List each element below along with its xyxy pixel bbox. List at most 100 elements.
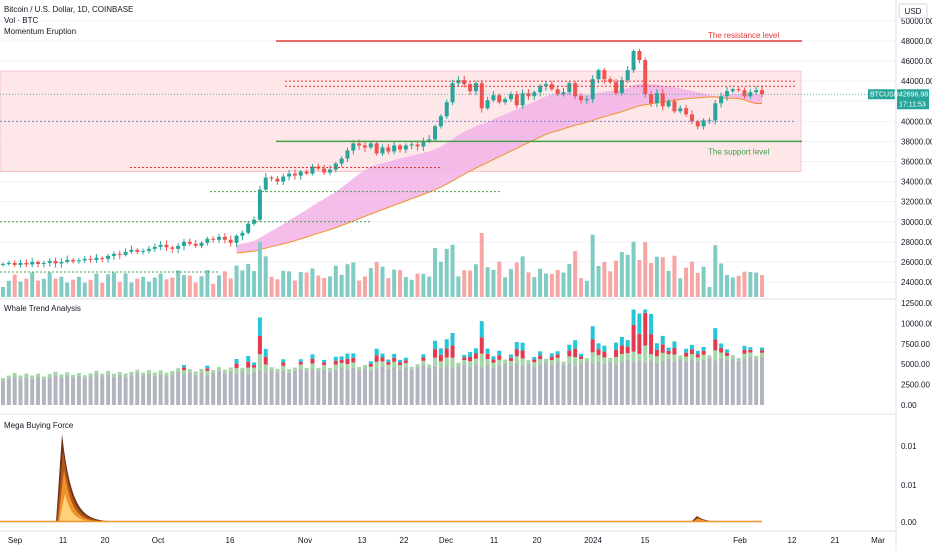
whale-bar-cyan <box>631 309 636 325</box>
whale-bar-base <box>47 377 52 405</box>
whale-bar-base <box>386 368 391 405</box>
whale-bar-base <box>357 370 362 405</box>
whale-bar-base <box>193 374 198 405</box>
momentum-indicator-label[interactable]: Momentum Eruption <box>4 27 76 36</box>
whale-bar-base <box>82 378 87 405</box>
time-tick-label: Nov <box>298 536 312 545</box>
whale-bar-green <box>736 358 741 361</box>
volume-bar <box>222 271 227 297</box>
whale-bar-green <box>538 359 543 365</box>
candle-body <box>53 260 58 264</box>
candle-body <box>608 79 613 83</box>
volume-bar <box>543 273 548 297</box>
whale-bar-base <box>123 377 128 405</box>
volume-bar <box>380 266 385 297</box>
mega-pane-title[interactable]: Mega Buying Force <box>4 421 74 430</box>
whale-bar-red <box>398 362 403 366</box>
price-tick-label: 34000.00 <box>901 178 932 187</box>
whale-bar-base <box>6 378 11 405</box>
whale-bar-base <box>719 358 724 405</box>
whale-bar-red <box>462 357 467 361</box>
candle-body <box>520 93 525 106</box>
volume-bar <box>281 270 286 297</box>
time-axis[interactable]: Sep 11 20 Oct 16 Nov 13 22 Dec 11 20 2024 15 Feb 12 21 M… <box>8 536 885 545</box>
volume-bar <box>456 276 461 297</box>
whale-bar-base <box>619 362 624 405</box>
candle-body <box>193 243 198 246</box>
candle-body <box>538 86 543 93</box>
whale-axis[interactable]: 0.00 2500.00 5000.00 7500.00 10000.00 12500.0… <box>901 299 932 410</box>
volume-bar <box>754 272 759 297</box>
volume-bar <box>444 248 449 297</box>
whale-bar-red <box>433 349 438 358</box>
whale-bar-cyan <box>398 359 403 363</box>
volume-bar <box>719 263 724 297</box>
whale-bar-green <box>380 361 385 367</box>
volume-bar <box>561 272 566 297</box>
whale-bar-base <box>88 376 93 405</box>
whale-tick-label: 10000.00 <box>901 319 932 328</box>
whale-bar-base <box>666 358 671 405</box>
whale-bar-base <box>41 379 46 405</box>
whale-bar-cyan <box>234 359 239 364</box>
whale-bar-red <box>532 359 537 363</box>
whale-bar-base <box>141 375 146 405</box>
volume-bar <box>695 272 700 297</box>
mega-tick-label: 0.01 <box>901 442 917 451</box>
volume-bar <box>409 279 414 297</box>
whale-bar-cyan <box>660 335 665 345</box>
symbol-title[interactable]: Bitcoin / U.S. Dollar, 1D, COINBASE <box>4 5 133 14</box>
volume-bar <box>701 266 706 297</box>
whale-bar-green <box>222 369 227 374</box>
price-tick-label: 46000.00 <box>901 57 932 66</box>
candle-body <box>573 83 578 97</box>
whale-bar-green <box>701 354 706 360</box>
currency-button-label[interactable]: USD <box>905 7 922 16</box>
mega-spike <box>56 434 132 522</box>
volume-bar <box>246 264 251 297</box>
whale-bar-cyan <box>462 354 467 358</box>
whale-bar-green <box>310 363 315 370</box>
candle-body <box>152 246 157 249</box>
whale-bar-red <box>479 337 484 354</box>
volume-bar <box>228 278 233 297</box>
candle-body <box>479 83 484 109</box>
whale-pane-title[interactable]: Whale Trend Analysis <box>4 304 81 313</box>
whale-bar-base <box>561 364 566 405</box>
whale-bar-green <box>123 373 128 378</box>
whale-bar-base <box>59 377 64 405</box>
mega-axis[interactable]: 0.01 0.01 0.00 <box>901 442 917 527</box>
candle-body <box>298 171 303 176</box>
whale-bar-green <box>199 368 204 373</box>
whale-bar-green <box>409 366 414 370</box>
volume-bar <box>275 279 280 297</box>
volume-bar <box>631 241 636 297</box>
volume-bar <box>497 261 502 297</box>
whale-bar-base <box>316 371 321 405</box>
whale-bar-base <box>421 365 426 405</box>
whale-bar-green <box>1 378 5 381</box>
whale-bar-green <box>47 373 52 378</box>
whale-bar-cyan <box>695 350 700 355</box>
price-axis[interactable]: 24000.00 26000.00 28000.00 30000.00 32000.00… <box>901 17 932 287</box>
whale-bar-green <box>672 354 677 362</box>
whale-bar-green <box>754 355 759 360</box>
whale-bar-red <box>555 354 560 358</box>
volume-bar <box>649 263 654 297</box>
candle-body <box>76 260 81 262</box>
whale-bar-green <box>181 370 186 375</box>
whale-bar-base <box>298 368 303 405</box>
volume-bar <box>181 275 186 297</box>
dotted-level-lines <box>0 80 795 273</box>
price-tag-symbol-bg <box>868 89 895 100</box>
whale-bar-green <box>246 367 251 374</box>
candle-body <box>164 244 169 248</box>
time-tick-label: 20 <box>101 536 110 545</box>
volume-bar <box>187 275 192 297</box>
volume-indicator-label[interactable]: Vol · BTC <box>4 16 38 25</box>
whale-bar-green <box>146 370 151 374</box>
currency-button[interactable] <box>898 3 928 19</box>
whale-tick-label: 2500.00 <box>901 381 930 390</box>
candle-body <box>199 242 204 246</box>
whale-bar-red <box>660 344 665 353</box>
